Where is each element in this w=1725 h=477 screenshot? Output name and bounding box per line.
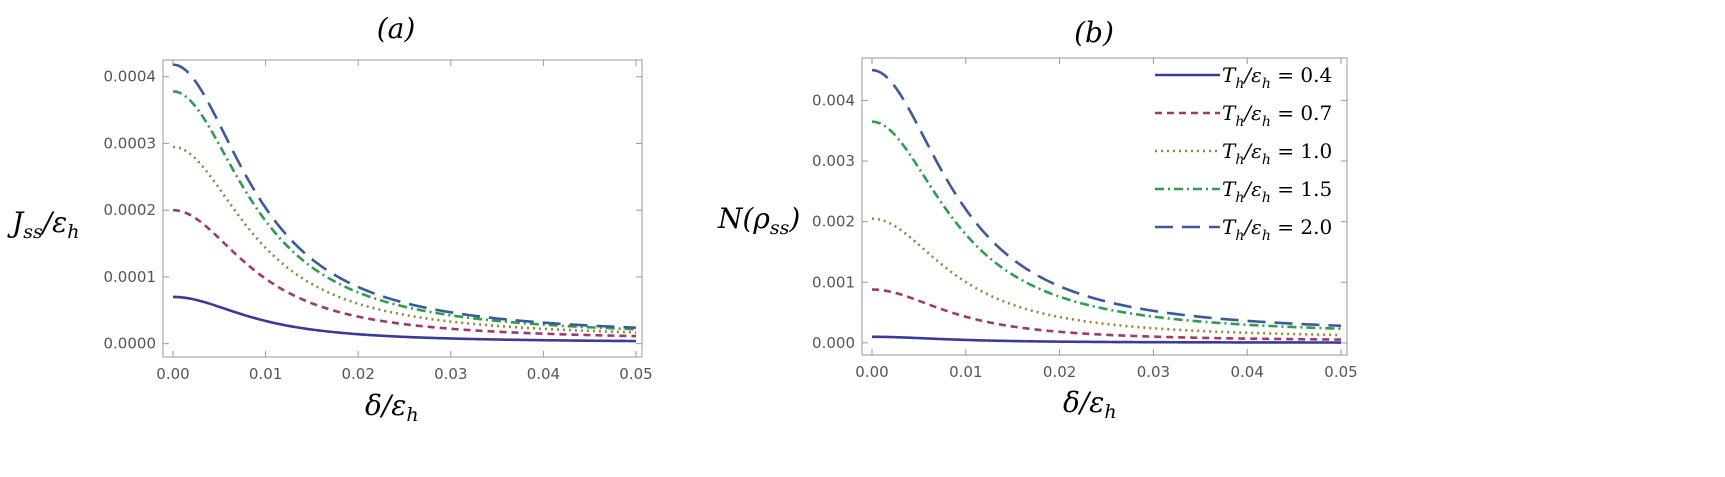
series-line-dashdot [172, 90, 637, 331]
x-tick-label: 0.02 [1043, 363, 1076, 381]
series-line-longdash [172, 63, 637, 329]
series-line-longdash [871, 68, 1342, 328]
legend-label: Th/εh = 1.0 [1222, 139, 1332, 168]
panel-a-xlabel: δ/εh [365, 389, 419, 426]
legend-label: Th/εh = 2.0 [1222, 215, 1332, 244]
panel-b-title: (b) [1074, 16, 1114, 49]
x-tick-label: 0.04 [1230, 363, 1263, 381]
x-tick-label: 0.03 [434, 365, 467, 383]
panel-b-xlabel: δ/εh [1063, 386, 1117, 423]
y-tick-label: 0.001 [812, 273, 855, 291]
x-tick-label: 0.00 [855, 363, 888, 381]
y-tick-label: 0.0000 [104, 335, 157, 353]
x-tick-label: 0.01 [949, 363, 982, 381]
series-line-dashed [871, 288, 1342, 341]
series-line-solid [172, 295, 637, 343]
series-line-solid [872, 335, 1341, 344]
x-tick-label: 0.00 [156, 365, 189, 383]
panel-b-ylabel: N(ρss) [717, 202, 800, 239]
y-tick-label: 0.0002 [104, 201, 157, 219]
x-tick-label: 0.05 [619, 365, 652, 383]
y-tick-label: 0.0004 [104, 68, 157, 86]
x-tick-label: 0.05 [1324, 363, 1357, 381]
series-line-dashdot [871, 120, 1342, 331]
legend-label: Th/εh = 0.4 [1222, 63, 1332, 92]
y-tick-label: 0.000 [812, 334, 855, 352]
y-tick-label: 0.003 [812, 152, 855, 170]
legend-label: Th/εh = 0.7 [1222, 101, 1332, 130]
plot-frame [861, 57, 1348, 356]
x-tick-label: 0.04 [527, 365, 560, 383]
series-line-dotted [172, 145, 637, 334]
x-tick-label: 0.01 [249, 365, 282, 383]
panel-a-ylabel: Jss/εh [7, 206, 79, 243]
y-tick-label: 0.0003 [104, 134, 157, 152]
panel-b-plot: 0.000 0.001 0.002 0.003 0.004 0.00 0.01 0.02 0.0… [812, 57, 1358, 381]
legend-label: Th/εh = 1.5 [1222, 177, 1332, 206]
series-line-dashed [172, 208, 637, 338]
y-tick-label: 0.0001 [104, 268, 157, 286]
x-tick-label: 0.02 [341, 365, 374, 383]
panel-a-plot: 0.0000 0.0001 0.0002 0.0003 0.0004 0.00 0.01 0.… [104, 59, 653, 383]
panel-a-title: (a) [377, 12, 416, 45]
y-tick-label: 0.002 [812, 213, 855, 231]
legend: Th/εh = 0.4 Th/εh = 0.7 Th/εh = 1.0 Th/εh =… [1155, 63, 1332, 244]
x-tick-label: 0.03 [1137, 363, 1170, 381]
y-tick-label: 0.004 [812, 91, 855, 109]
